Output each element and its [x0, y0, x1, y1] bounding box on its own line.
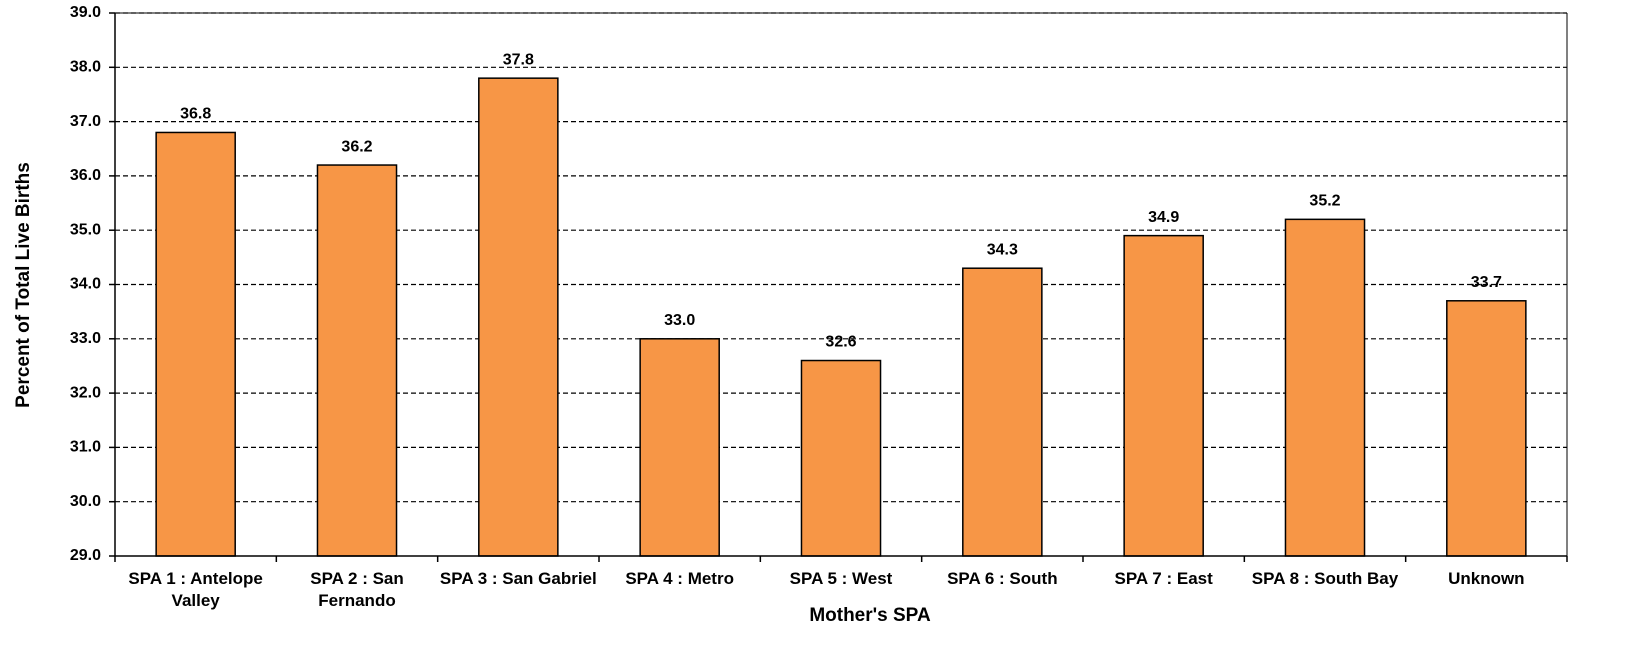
x-tick-label: SPA 5 : West: [789, 569, 893, 588]
data-label: 36.2: [341, 138, 372, 155]
x-tick-label: SPA 4 : Metro: [625, 569, 734, 588]
bar: [478, 77, 559, 557]
data-label: 33.0: [664, 312, 695, 329]
y-tick-label: 34.0: [70, 276, 101, 293]
y-tick-label: 29.0: [70, 547, 101, 564]
bar: [1284, 218, 1366, 557]
bar: [800, 359, 882, 557]
x-tick-label: SPA 7 : East: [1114, 569, 1213, 588]
data-label: 37.8: [503, 51, 534, 68]
bar: [316, 164, 398, 557]
x-tick-label: SPA 1 : Antelope Valley: [128, 569, 263, 610]
y-tick-label: 39.0: [70, 4, 101, 21]
y-tick-label: 35.0: [70, 221, 101, 238]
x-tick-label: SPA 8 : South Bay: [1251, 569, 1399, 588]
y-tick-label: 37.0: [70, 113, 101, 130]
data-label: 35.2: [1309, 193, 1340, 210]
x-tick-label: SPA 3 : San Gabriel: [439, 569, 597, 588]
bar: [962, 267, 1043, 557]
y-tick-label: 31.0: [70, 439, 101, 456]
bar: [1123, 234, 1204, 557]
bar: [1446, 300, 1527, 557]
y-tick-label: 32.0: [70, 384, 101, 401]
y-tick-label: 38.0: [70, 59, 101, 76]
y-tick-label: 33.0: [70, 330, 101, 347]
x-tick-label: Unknown: [1448, 569, 1525, 588]
data-label: 32.6: [825, 334, 856, 351]
data-label: 34.3: [987, 241, 1018, 258]
x-tick-label: SPA 6 : South: [947, 569, 1058, 588]
data-label: 36.8: [180, 106, 211, 123]
y-tick-label: 30.0: [70, 493, 101, 510]
data-label: 33.7: [1471, 274, 1502, 291]
data-label: 34.9: [1148, 209, 1179, 226]
y-tick-label: 36.0: [70, 167, 101, 184]
x-tick-label: SPA 2 : San Fernando: [310, 569, 404, 610]
bar: [155, 131, 236, 557]
bar: [639, 338, 720, 557]
x-axis-title: Mother's SPA: [809, 605, 931, 626]
y-axis-title: Percent of Total Live Births: [13, 162, 34, 408]
